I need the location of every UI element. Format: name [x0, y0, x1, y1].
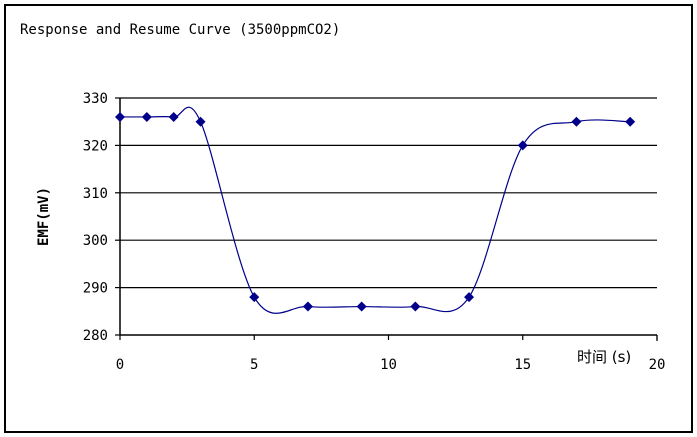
data-point — [571, 116, 582, 127]
y-tick-label: 320 — [83, 138, 108, 154]
data-point — [302, 301, 313, 312]
x-tick-label: 5 — [250, 357, 258, 373]
data-point — [249, 292, 260, 303]
x-axis-label: 时间 (s) — [577, 348, 631, 366]
x-tick-label: 20 — [649, 357, 666, 373]
y-tick-label: 300 — [83, 233, 108, 249]
series-line — [120, 106, 631, 314]
data-point — [141, 111, 152, 122]
x-tick-label: 0 — [116, 357, 124, 373]
y-axis-label: EMF(mV) — [36, 187, 52, 246]
data-point — [168, 111, 179, 122]
y-tick-label: 310 — [83, 186, 108, 202]
data-point — [356, 301, 367, 312]
chart-title: Response and Resume Curve (3500ppmCO2) — [20, 22, 341, 38]
data-point — [115, 111, 125, 122]
data-point — [410, 301, 421, 312]
chart-frame — [4, 4, 693, 433]
x-tick-label: 15 — [514, 357, 531, 373]
data-point — [464, 292, 475, 303]
x-tick-label: 10 — [380, 357, 397, 373]
data-point — [625, 116, 636, 127]
data-point — [195, 116, 206, 127]
data-point — [517, 140, 528, 151]
y-tick-label: 290 — [83, 281, 108, 297]
y-tick-label: 330 — [83, 91, 108, 107]
y-tick-label: 280 — [83, 328, 108, 344]
